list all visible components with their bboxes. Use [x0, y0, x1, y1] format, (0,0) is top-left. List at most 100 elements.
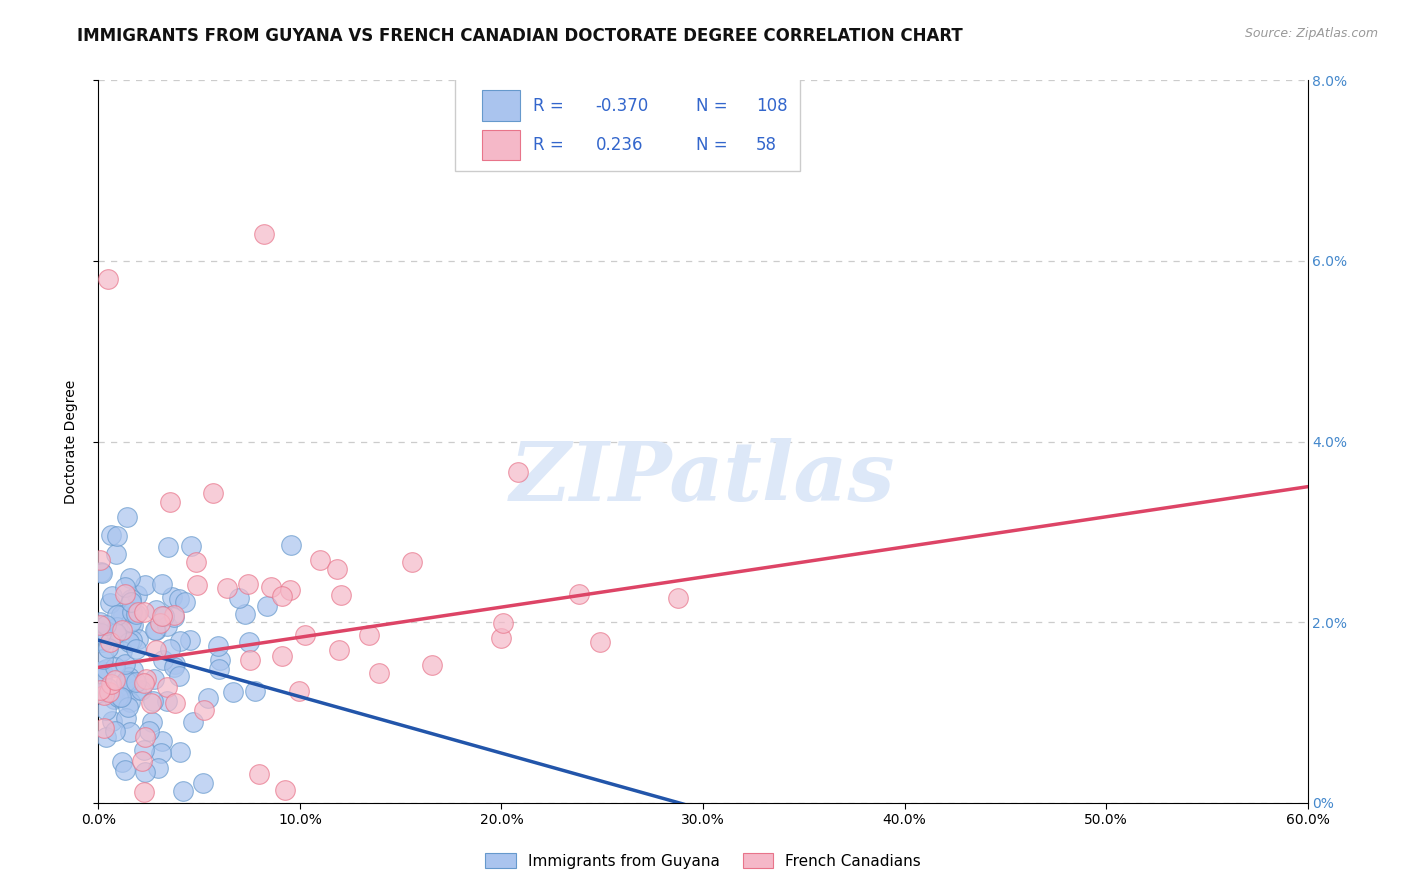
Point — [122, 664, 145, 678]
Point — [124, 607, 146, 621]
Point — [163, 607, 186, 622]
Point — [101, 589, 124, 603]
Point — [121, 633, 143, 648]
Point — [90, 670, 112, 684]
Point — [145, 643, 167, 657]
Point — [89, 618, 111, 632]
Point — [271, 589, 294, 603]
Point — [145, 623, 167, 637]
Point — [115, 711, 138, 725]
Point — [97, 272, 120, 286]
Point — [169, 745, 191, 759]
Point — [260, 580, 283, 594]
Point — [127, 632, 149, 646]
Point — [155, 618, 177, 632]
Point — [138, 724, 160, 739]
Point — [100, 676, 122, 690]
Point — [118, 571, 141, 585]
Point — [150, 577, 173, 591]
Point — [98, 634, 121, 648]
Point — [179, 632, 201, 647]
Point — [134, 765, 156, 780]
Point — [117, 700, 139, 714]
Point — [243, 684, 266, 698]
Point — [228, 591, 250, 605]
Point — [94, 703, 117, 717]
Point — [132, 785, 155, 799]
Point — [197, 690, 219, 705]
Point — [120, 591, 142, 606]
Point — [222, 684, 245, 698]
Point — [117, 683, 139, 698]
Point — [118, 724, 141, 739]
Point — [193, 703, 215, 717]
Point — [163, 657, 186, 671]
Point — [149, 746, 172, 760]
Point — [157, 540, 180, 554]
Point — [174, 595, 197, 609]
Point — [120, 615, 142, 629]
Point — [111, 608, 134, 623]
Point — [308, 553, 330, 567]
Point — [239, 653, 262, 667]
Legend: Immigrants from Guyana, French Canadians: Immigrants from Guyana, French Canadians — [479, 847, 927, 875]
Point — [91, 635, 114, 649]
Point — [108, 690, 131, 704]
Text: N =: N = — [696, 96, 733, 114]
Point — [208, 653, 231, 667]
Point — [208, 662, 231, 676]
Point — [149, 616, 172, 631]
Point — [134, 578, 156, 592]
Point — [104, 660, 127, 674]
Point — [105, 607, 128, 622]
Point — [160, 591, 183, 605]
Point — [114, 580, 136, 594]
Point — [100, 714, 122, 729]
Point — [104, 673, 127, 688]
Point — [121, 605, 143, 619]
Point — [131, 755, 153, 769]
Point — [89, 626, 111, 640]
Point — [183, 715, 205, 730]
Point — [118, 673, 141, 688]
Point — [294, 627, 316, 641]
Text: 0.236: 0.236 — [595, 136, 643, 154]
Point — [110, 690, 132, 704]
Point — [115, 509, 138, 524]
Point — [111, 755, 134, 769]
Point — [167, 592, 190, 607]
Point — [96, 641, 118, 656]
Point — [159, 641, 181, 656]
Point — [143, 623, 166, 637]
Point — [162, 660, 184, 674]
Point — [492, 616, 515, 631]
Point — [114, 657, 136, 672]
Point — [104, 547, 127, 561]
Point — [142, 694, 165, 708]
Bar — [482, 130, 520, 161]
Point — [186, 578, 208, 592]
Point — [271, 648, 294, 663]
Point — [132, 676, 155, 690]
Point — [114, 587, 136, 601]
Y-axis label: Doctorate Degree: Doctorate Degree — [63, 379, 77, 504]
Point — [567, 586, 589, 600]
Point — [105, 625, 128, 640]
Point — [134, 605, 156, 619]
Point — [127, 588, 149, 602]
Point — [120, 595, 142, 609]
Point — [163, 610, 186, 624]
Point — [114, 764, 136, 778]
Point — [489, 631, 512, 645]
Point — [148, 761, 170, 775]
Text: ZIPatlas: ZIPatlas — [510, 438, 896, 517]
Point — [233, 607, 256, 622]
Point — [169, 634, 191, 648]
Point — [96, 618, 118, 632]
Point — [120, 694, 142, 708]
Point — [153, 609, 176, 624]
Point — [167, 669, 190, 683]
Point — [328, 643, 350, 657]
Point — [89, 615, 111, 629]
Point — [274, 782, 297, 797]
